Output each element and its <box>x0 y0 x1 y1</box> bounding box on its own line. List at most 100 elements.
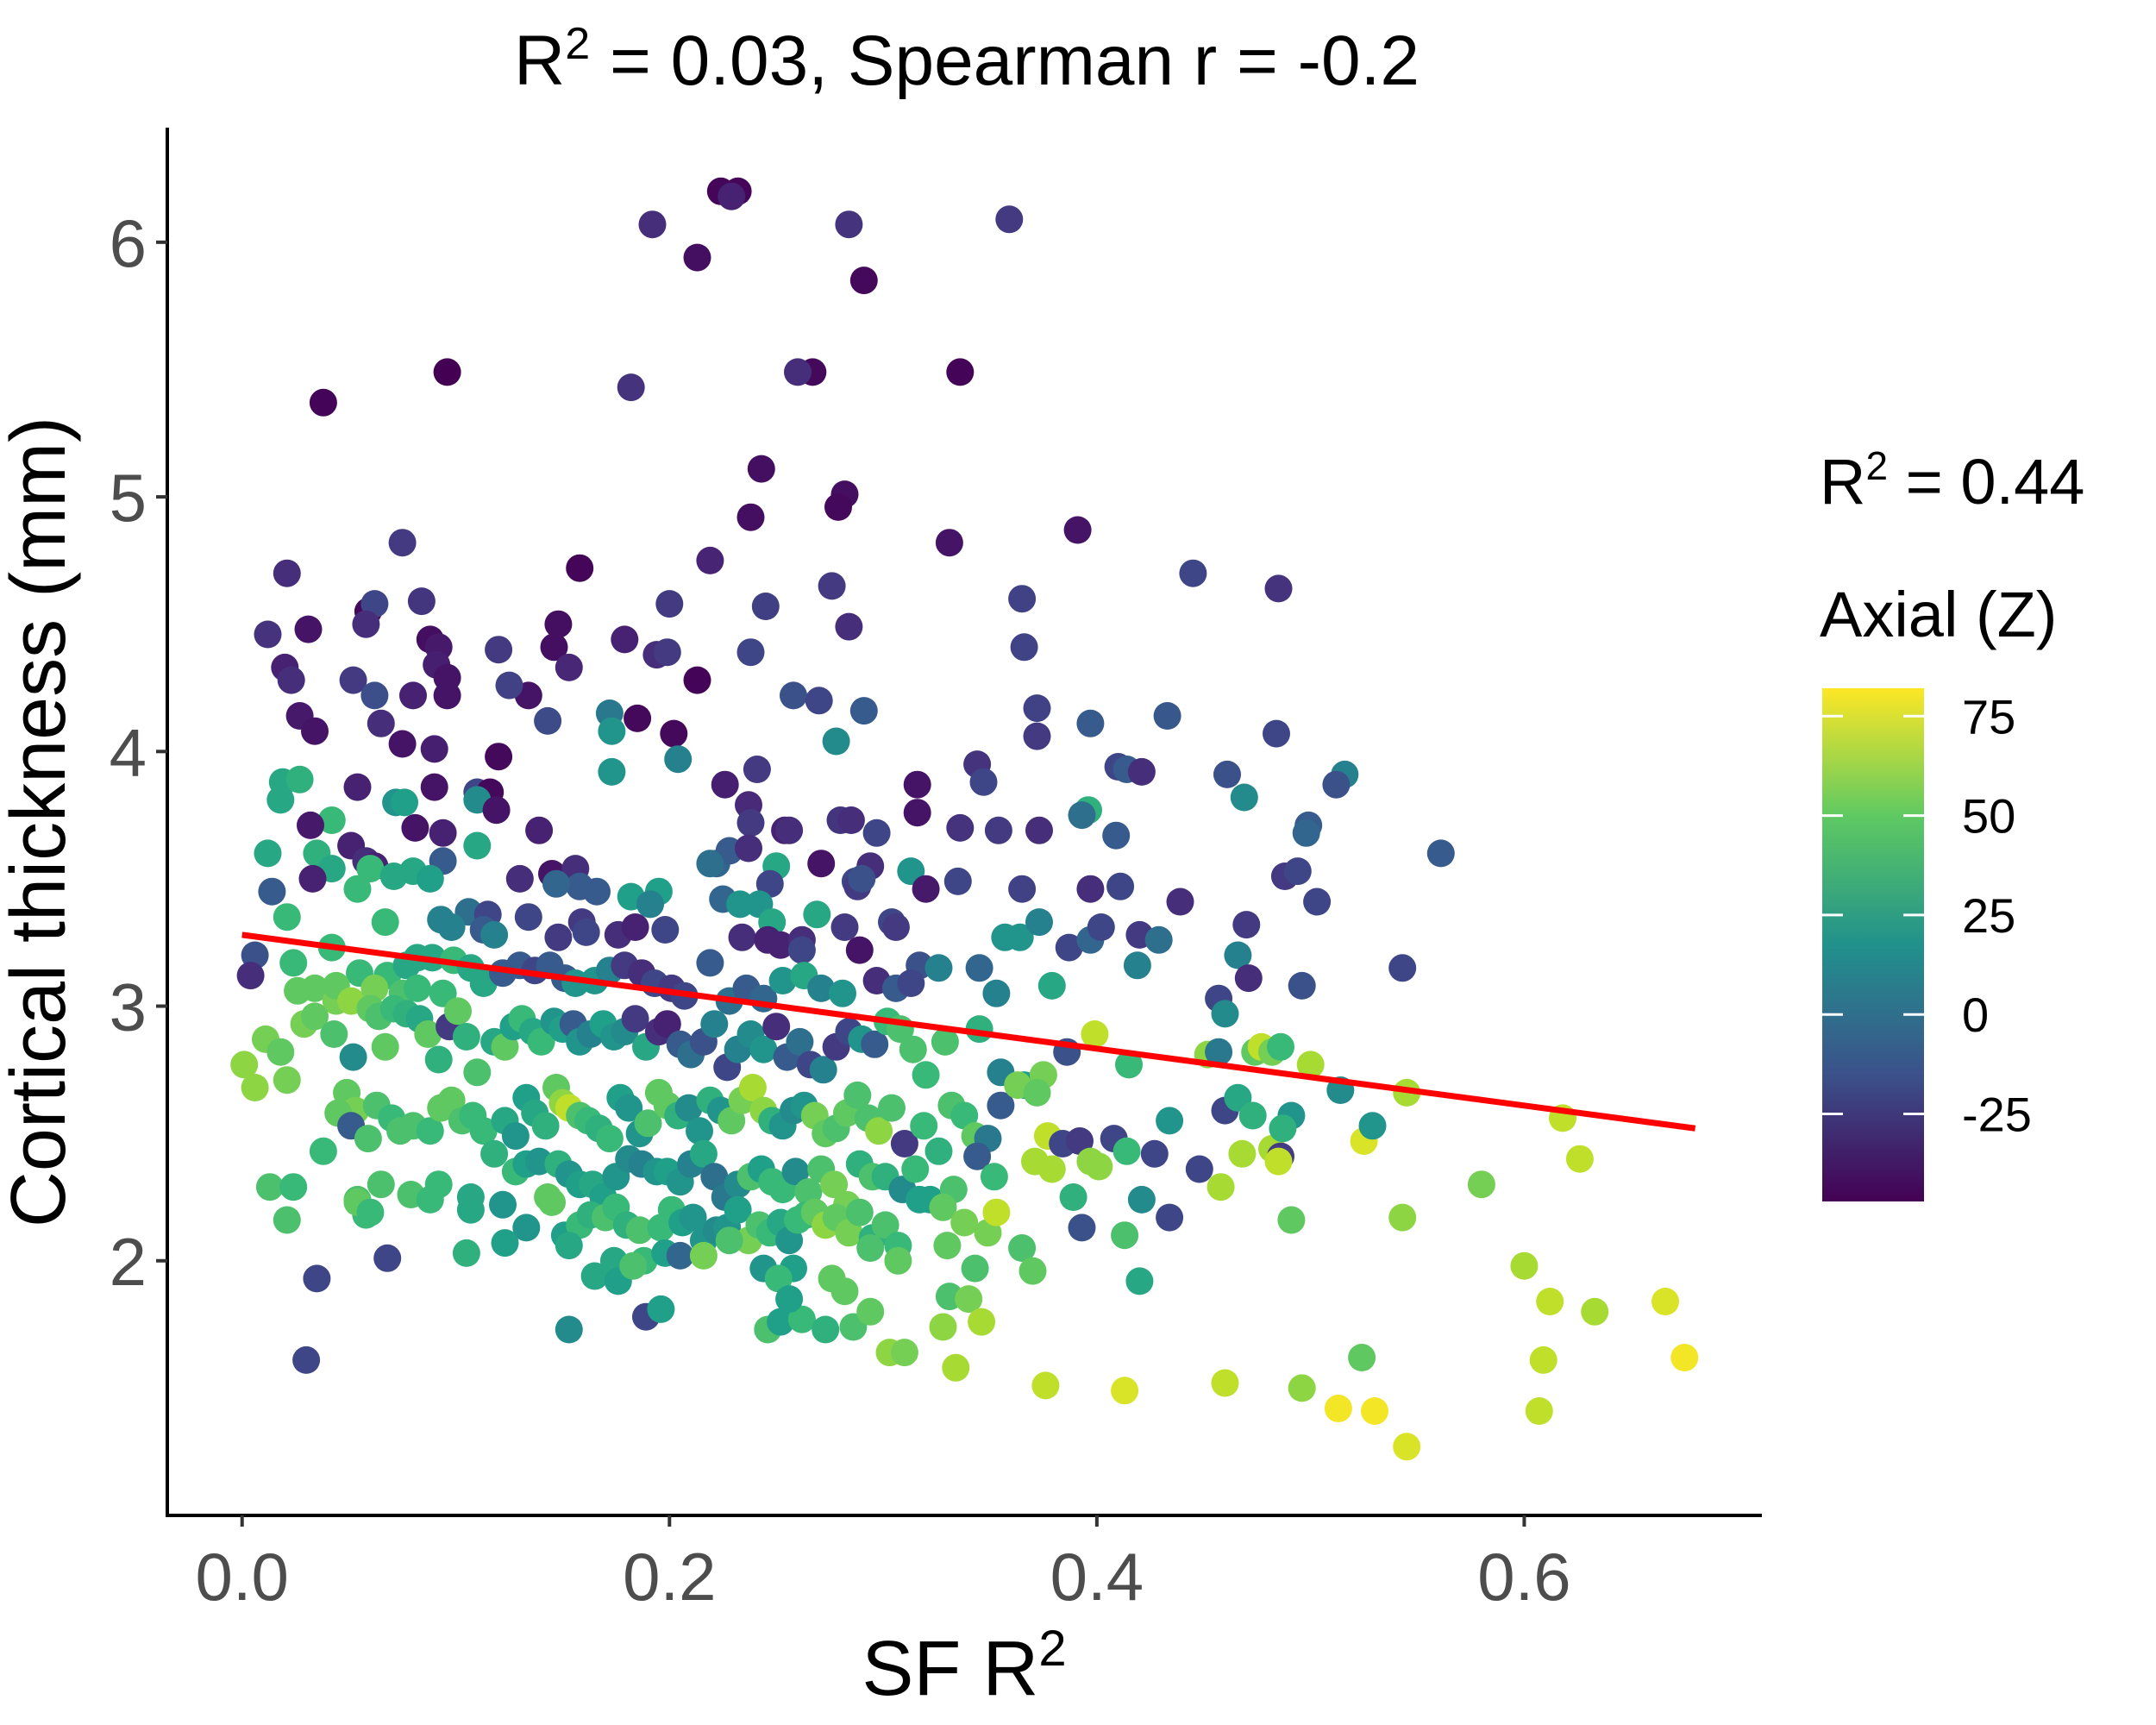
colorbar-tick-label: 25 <box>1962 888 2015 943</box>
data-point <box>320 1020 348 1048</box>
data-point <box>653 1010 681 1038</box>
colorbar-tick-label: 75 <box>1962 689 2015 743</box>
legend-subtitle: R2 = 0.44 <box>1820 443 2084 518</box>
data-point <box>572 918 600 946</box>
data-point <box>849 697 878 725</box>
data-point <box>803 900 831 929</box>
data-point <box>653 638 681 667</box>
data-point <box>580 1262 609 1290</box>
data-point <box>615 1094 643 1122</box>
data-point <box>1269 1114 1297 1143</box>
data-point <box>611 625 639 654</box>
data-point <box>444 997 472 1026</box>
data-point <box>452 1239 480 1267</box>
data-point <box>679 1203 707 1232</box>
colorbar <box>1822 688 1924 1201</box>
data-point <box>566 554 594 582</box>
data-point <box>835 210 863 239</box>
data-point <box>598 717 626 745</box>
data-point <box>1565 1145 1594 1173</box>
data-point <box>865 1117 893 1145</box>
data-point <box>388 529 417 557</box>
data-point <box>339 1043 367 1071</box>
data-point <box>437 1086 466 1114</box>
data-point <box>686 1117 713 1145</box>
legend-subtitle-suffix: = 0.44 <box>1888 446 2084 518</box>
data-point <box>736 809 765 837</box>
data-point <box>343 875 372 903</box>
data-point <box>1283 857 1312 886</box>
data-point <box>871 1211 899 1239</box>
data-point <box>1037 971 1066 1000</box>
data-point <box>544 923 573 951</box>
data-point <box>1581 1297 1609 1326</box>
data-point <box>538 1188 566 1216</box>
data-point <box>884 1246 912 1275</box>
data-point <box>273 1066 301 1095</box>
data-point <box>433 358 461 386</box>
data-point <box>674 1094 703 1122</box>
data-point <box>625 1216 654 1245</box>
data-point <box>965 954 993 982</box>
data-point <box>775 1285 804 1314</box>
data-point <box>897 969 925 997</box>
data-point <box>485 743 513 771</box>
data-point <box>1510 1251 1539 1280</box>
data-point <box>1426 839 1455 868</box>
data-point <box>621 1005 649 1033</box>
legend-subtitle-sup: 2 <box>1865 443 1888 488</box>
data-point <box>903 770 931 799</box>
data-point <box>273 559 301 587</box>
data-point <box>583 877 611 906</box>
data-point <box>255 1173 284 1201</box>
data-point <box>298 864 327 893</box>
data-point <box>1127 757 1156 786</box>
data-point <box>843 1081 872 1109</box>
data-point <box>845 936 874 964</box>
data-point <box>1234 964 1263 993</box>
plot-title-sup: 2 <box>565 19 590 69</box>
data-point <box>683 243 711 272</box>
plot-title-prefix: R <box>514 22 565 100</box>
data-point <box>655 590 684 618</box>
data-point <box>912 875 940 903</box>
data-point <box>489 1190 517 1219</box>
y-tick-label: 4 <box>110 714 147 790</box>
data-point <box>401 813 429 842</box>
data-point <box>755 869 784 898</box>
x-tick-label: 0.6 <box>1477 1539 1570 1615</box>
data-point <box>480 920 509 949</box>
data-point <box>292 1346 321 1374</box>
data-point <box>1076 709 1105 737</box>
data-point <box>399 681 427 710</box>
colorbar-tick-label: 50 <box>1962 789 2015 844</box>
data-point <box>407 587 436 616</box>
data-point <box>1361 1397 1388 1425</box>
data-point <box>501 1122 530 1151</box>
data-point <box>273 903 301 932</box>
data-point <box>696 546 724 574</box>
data-point <box>437 913 466 941</box>
data-point <box>1670 1344 1699 1371</box>
data-point <box>619 1251 648 1280</box>
data-point <box>309 1137 337 1165</box>
data-point <box>718 1107 746 1135</box>
data-point <box>1112 1137 1141 1165</box>
data-point <box>1651 1288 1679 1315</box>
data-point <box>984 816 1012 844</box>
data-point <box>749 1035 778 1063</box>
data-point <box>301 717 329 745</box>
data-point <box>736 638 765 667</box>
data-point <box>525 816 554 844</box>
data-point <box>963 1142 992 1170</box>
y-tick-label: 6 <box>110 205 147 281</box>
data-point <box>301 974 329 1002</box>
data-point <box>651 916 680 944</box>
data-point <box>1018 1257 1047 1285</box>
data-point <box>835 612 863 641</box>
data-point <box>1211 1369 1239 1397</box>
data-point <box>1529 1346 1557 1374</box>
data-point <box>700 1163 729 1191</box>
data-point <box>1068 801 1096 830</box>
data-point <box>1322 770 1351 799</box>
